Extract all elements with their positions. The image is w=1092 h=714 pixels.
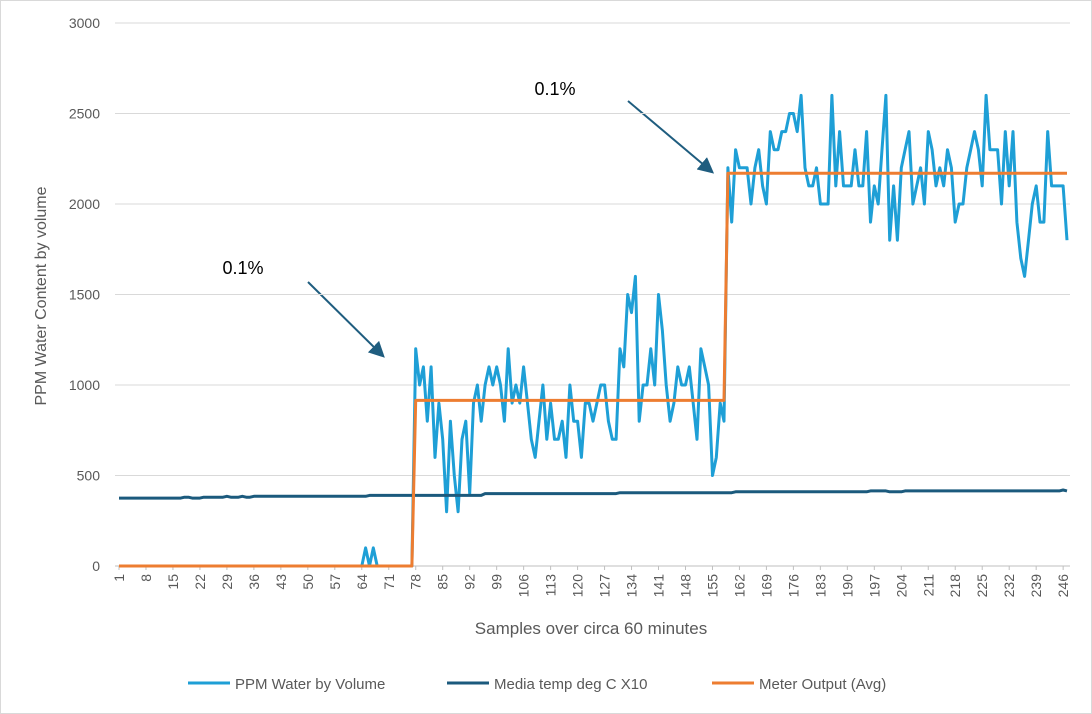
x-tick-label: 43 xyxy=(273,574,289,590)
x-tick-label: 246 xyxy=(1055,574,1071,598)
x-tick-label: 232 xyxy=(1001,574,1017,598)
legend-label: PPM Water by Volume xyxy=(235,676,385,693)
x-tick-label: 113 xyxy=(543,574,559,597)
x-tick-label: 141 xyxy=(651,574,667,598)
series-line xyxy=(119,488,1068,500)
legend-label: Meter Output (Avg) xyxy=(759,676,886,693)
x-tick-label: 148 xyxy=(677,574,693,598)
x-tick-label: 176 xyxy=(785,574,801,598)
x-tick-label: 218 xyxy=(947,574,963,598)
x-tick-label: 162 xyxy=(731,574,747,598)
x-tick-label: 99 xyxy=(489,574,505,590)
y-axis-title: PPM Water Content by volume xyxy=(33,186,50,405)
x-tick-label: 155 xyxy=(704,574,720,598)
x-tick-label: 57 xyxy=(327,574,343,590)
x-tick-label: 92 xyxy=(462,574,478,590)
x-tick-label: 15 xyxy=(165,574,181,590)
x-tick-label: 183 xyxy=(812,574,828,598)
x-tick-label: 127 xyxy=(597,574,613,598)
y-tick-label: 1000 xyxy=(69,377,100,393)
arrow xyxy=(627,100,715,174)
x-tick-label: 29 xyxy=(219,574,235,590)
y-tick-label: 500 xyxy=(77,468,101,484)
x-tick-label: 50 xyxy=(300,574,316,590)
y-tick-label: 0 xyxy=(92,558,100,574)
x-tick-label: 197 xyxy=(866,574,882,598)
x-tick-label: 190 xyxy=(839,574,855,598)
x-tick-label: 169 xyxy=(758,574,774,598)
x-tick-label: 8 xyxy=(138,574,154,582)
x-tick-label: 120 xyxy=(570,574,586,598)
x-tick-label: 134 xyxy=(624,574,640,598)
x-tick-label: 1 xyxy=(111,574,127,582)
x-tick-label: 22 xyxy=(192,574,208,590)
y-tick-label: 1500 xyxy=(69,287,100,303)
x-tick-label: 64 xyxy=(354,574,370,590)
legend-label: Media temp deg C X10 xyxy=(494,676,647,693)
y-tick-label: 3000 xyxy=(69,15,100,31)
annotation: 0.1% xyxy=(222,258,263,278)
y-tick-label: 2000 xyxy=(69,196,100,212)
x-axis-title: Samples over circa 60 minutes xyxy=(475,619,707,638)
x-tick-label: 78 xyxy=(408,574,424,590)
annotation: 0.1% xyxy=(534,79,575,99)
x-tick-label: 225 xyxy=(974,574,990,598)
y-tick-label: 2500 xyxy=(69,106,100,122)
series-line xyxy=(119,171,1067,568)
x-tick-label: 211 xyxy=(920,574,936,597)
x-tick-label: 239 xyxy=(1028,574,1044,598)
x-tick-label: 85 xyxy=(435,574,451,590)
x-tick-label: 106 xyxy=(516,574,532,598)
x-tick-label: 71 xyxy=(381,574,397,590)
x-tick-label: 204 xyxy=(893,574,909,598)
x-tick-label: 36 xyxy=(246,574,262,590)
